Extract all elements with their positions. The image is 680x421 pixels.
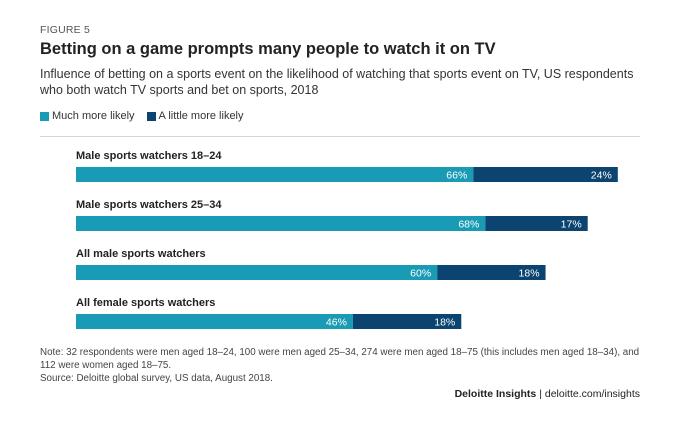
chart-note: Note: 32 respondents were men aged 18–24… [40, 346, 650, 385]
category-label: Male sports watchers 18–24 [76, 150, 222, 162]
footer-separator: | [539, 388, 542, 400]
legend-swatch-much-more-likely [40, 111, 49, 121]
legend-item-a-little-more-likely: A little more likely [146, 110, 244, 122]
category-label: Male sports watchers 25–34 [76, 199, 222, 211]
note-text: Note: 32 respondents were men aged 18–24… [40, 347, 640, 371]
bar-value-label: 18% [434, 317, 455, 329]
bar-segment-a-little-more-likely [352, 314, 462, 329]
legend-swatch-a-little-more-likely [146, 111, 156, 121]
footer-credit: Deloitte Insights | deloitte.com/insight… [455, 388, 640, 400]
bar-value-label: 18% [519, 268, 540, 280]
footer-brand: Deloitte Insights [454, 388, 537, 400]
chart-subtitle: Influence of betting on a sports event o… [40, 67, 634, 97]
bar-value-label: 46% [326, 317, 347, 329]
category-label: All female sports watchers [76, 297, 215, 309]
footer-url[interactable]: deloitte.com/insights [544, 388, 640, 400]
bar-segment-much-more-likely [76, 167, 474, 182]
bar-segment-a-little-more-likely [473, 167, 618, 182]
legend-item-much-more-likely: Much more likely [40, 110, 135, 122]
chart-title: Betting on a game prompts many people to… [40, 40, 496, 58]
bar-segment-much-more-likely [76, 216, 486, 231]
bar-segment-much-more-likely [76, 265, 438, 280]
header-divider [40, 136, 640, 137]
bar-segment-a-little-more-likely [485, 216, 588, 231]
bar-value-label: 60% [410, 268, 431, 280]
figure-label: FIGURE 5 [40, 24, 91, 36]
bar-value-label: 24% [591, 170, 612, 182]
source-text: Source: Deloitte global survey, US data,… [40, 373, 273, 384]
bar-segment-a-little-more-likely [437, 265, 546, 280]
bar-value-label: 17% [561, 219, 582, 231]
legend: Much more likely A little more likely [40, 110, 256, 122]
bar-value-label: 66% [446, 170, 467, 182]
legend-label-a-little-more-likely: A little more likely [158, 110, 244, 122]
bar-value-label: 68% [458, 219, 479, 231]
bar-segment-much-more-likely [76, 314, 353, 329]
category-label: All male sports watchers [76, 248, 206, 260]
legend-label-much-more-likely: Much more likely [52, 110, 135, 122]
